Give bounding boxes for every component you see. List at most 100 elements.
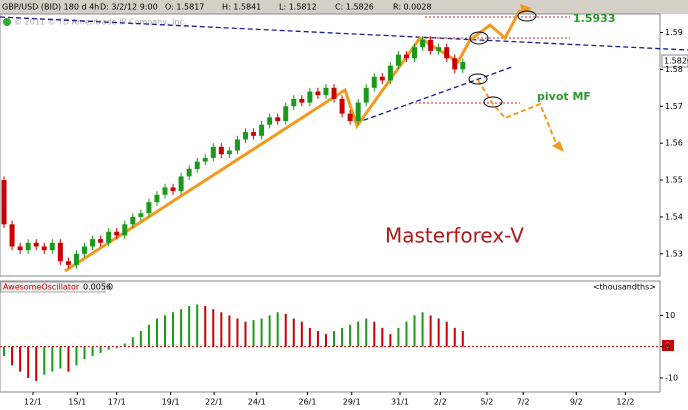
candle-body — [428, 39, 434, 51]
annotations — [0, 4, 688, 273]
osc-bar — [276, 312, 279, 347]
symbol: GBP/USD (BID) 180 d 4h — [2, 3, 99, 12]
y-tick-label: 10 — [665, 311, 675, 320]
osc-current-box — [662, 340, 674, 351]
osc-bar — [405, 321, 408, 347]
low: L: 1.5812 — [279, 3, 317, 12]
osc-unit: <thousandths> — [593, 283, 656, 292]
x-tick-label: 15/1 — [68, 398, 86, 407]
y-tick-label: 1.55 — [665, 176, 683, 185]
target-label: 1.5933 — [573, 12, 615, 25]
osc-bar — [333, 331, 336, 347]
x-tick-label: 12/1 — [24, 398, 42, 407]
osc-bar — [429, 315, 432, 347]
osc-bar — [35, 346, 38, 382]
osc-bar — [155, 318, 158, 347]
candle-body — [186, 168, 192, 177]
osc-bar — [147, 324, 150, 347]
osc-current: 0 — [665, 342, 670, 351]
osc-bar — [316, 331, 319, 347]
osc-bar — [3, 346, 6, 357]
candle-body — [339, 98, 345, 114]
y-tick-label: 1.59 — [665, 28, 683, 37]
candle-body — [259, 124, 265, 136]
osc-bar — [357, 321, 360, 347]
x-tick-label: 29/1 — [343, 398, 361, 407]
osc-bar — [139, 331, 142, 347]
osc-bar — [19, 346, 22, 372]
osc-bar — [164, 315, 166, 347]
osc-bar — [389, 334, 392, 347]
candle-body — [218, 146, 224, 155]
candle-body — [395, 54, 401, 66]
candle-body — [9, 224, 15, 247]
candle-body — [226, 150, 232, 155]
candle-body — [162, 187, 168, 195]
x-tick-label: 7/2 — [517, 398, 530, 407]
candle-body — [323, 87, 329, 96]
osc-bar — [244, 321, 247, 347]
osc-bar — [107, 346, 110, 350]
candle-body — [65, 261, 71, 265]
candle-body — [146, 202, 152, 214]
candle-body — [379, 76, 385, 81]
candle-body — [73, 253, 79, 265]
osc-bar — [75, 346, 78, 366]
osc-value: 0.0056 — [83, 283, 111, 292]
close: C: 1.5826 — [335, 3, 374, 12]
osc-bar — [228, 315, 231, 347]
osc-bar — [115, 346, 118, 349]
oscillator-panel — [0, 280, 661, 393]
osc-bar — [300, 321, 303, 347]
osc-bar — [268, 315, 271, 347]
brand: Masterforex-V — [385, 224, 524, 248]
icon — [3, 18, 11, 26]
osc-bar — [292, 318, 295, 347]
candle-body — [234, 139, 240, 151]
candle-body — [138, 213, 144, 217]
osc-bar — [308, 327, 311, 347]
candle-body — [194, 161, 200, 169]
x-tick-label: 2/2 — [434, 398, 447, 407]
osc-bar — [445, 321, 448, 347]
osc-bar — [43, 346, 46, 375]
y-tick-label: 1.54 — [665, 212, 683, 221]
x-tick-label: 19/1 — [162, 398, 180, 407]
osc-bar — [437, 318, 440, 347]
osc-bar — [365, 318, 368, 347]
osc-bar — [453, 327, 456, 347]
candle-body — [403, 54, 409, 59]
osc-bar — [51, 346, 54, 372]
candle-body — [299, 98, 305, 103]
candle-body — [17, 246, 23, 251]
open: O: 1.5817 — [165, 3, 204, 12]
candle-body — [98, 239, 104, 243]
osc-bar — [99, 346, 102, 353]
candle-body — [355, 102, 361, 122]
osc-bar — [413, 315, 416, 347]
x-tick-label: 22/1 — [205, 398, 223, 407]
candle-body — [452, 58, 458, 70]
candle-body — [283, 106, 289, 122]
candle-body — [371, 76, 377, 88]
candle-body — [41, 246, 47, 251]
osc-bar — [67, 346, 70, 372]
candle-body — [178, 176, 184, 192]
candle-body — [33, 242, 39, 247]
osc-header — [0, 281, 106, 293]
osc-bar — [421, 312, 424, 347]
osc-bar — [212, 309, 215, 347]
osc-bar — [83, 346, 86, 360]
osc-bar — [172, 312, 175, 347]
candle-body — [90, 239, 96, 247]
candle-body — [436, 47, 442, 51]
osc-bar — [27, 346, 30, 378]
osc-bar — [349, 324, 352, 347]
candle-body — [106, 231, 112, 243]
x-tick-label: 5/2 — [481, 398, 494, 407]
candle-body — [291, 98, 297, 107]
osc-bar — [252, 320, 255, 347]
candle-body — [267, 117, 273, 125]
osc-bar — [381, 327, 384, 347]
